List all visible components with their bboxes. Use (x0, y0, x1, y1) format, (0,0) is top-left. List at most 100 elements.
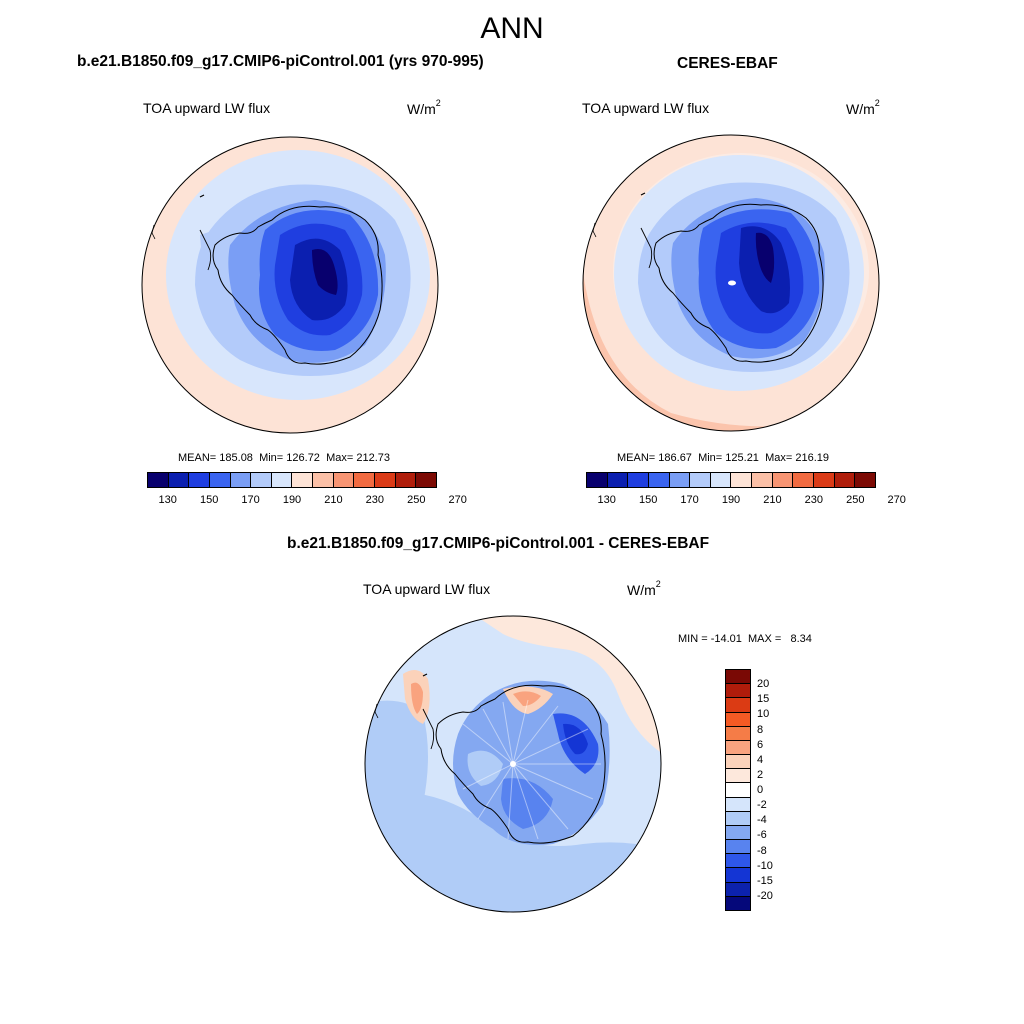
colorbar-tick-label: 250 (407, 494, 426, 506)
panel-2-stats: MEAN= 186.67 Min= 125.21 Max= 216.19 (617, 452, 829, 464)
panel-2-units: W/m2 (846, 98, 880, 117)
colorbar-tick-label: 20 (757, 678, 770, 691)
colorbar-swatch (726, 824, 750, 840)
colorbar-tick-label: 210 (324, 494, 343, 506)
colorbar-swatch (587, 473, 607, 487)
panel-1-stats: MEAN= 185.08 Min= 126.72 Max= 212.73 (178, 452, 390, 464)
colorbar-tick-label: 190 (282, 494, 302, 506)
colorbar-swatch (415, 473, 436, 487)
colorbar-swatch (726, 867, 750, 882)
panel-1-units: W/m2 (407, 98, 441, 117)
colorbar-swatch (148, 473, 168, 487)
colorbar-tick-label: -10 (757, 859, 773, 872)
colorbar-tick-label: -2 (757, 799, 767, 812)
colorbar-swatch (726, 697, 750, 712)
colorbar-swatch (726, 739, 750, 755)
colorbar-tick-label: -4 (757, 814, 767, 827)
diff-colorbar (725, 669, 751, 911)
colorbar-swatch (792, 473, 814, 487)
panel-2-case-title: CERES-EBAF (677, 55, 778, 72)
colorbar-tick-label: 270 (887, 494, 906, 506)
panel-1-min-label: Min= (259, 452, 284, 464)
colorbar-tick-label: 2 (757, 768, 764, 781)
colorbar-tick-label: 130 (158, 494, 177, 506)
colorbar-swatch (726, 853, 750, 868)
colorbar-tick-label: -8 (757, 844, 767, 857)
colorbar-swatch (726, 683, 750, 698)
colorbar-tick-label: 150 (199, 494, 219, 506)
colorbar-swatch (726, 839, 750, 854)
colorbar-tick-label: 250 (846, 494, 865, 506)
panel-1-mean: 185.08 (219, 452, 253, 464)
colorbar-swatch (394, 473, 416, 487)
panel-2-max-label: Max= (765, 452, 793, 464)
panel-2-max: 216.19 (795, 452, 829, 464)
panel-2-variable-label: TOA upward LW flux (582, 100, 710, 116)
colorbar-tick-label: -6 (757, 829, 767, 842)
colorbar-tick-label: 4 (757, 753, 764, 766)
colorbar-tick-label: -20 (757, 889, 773, 902)
colorbar-swatch (188, 473, 209, 487)
colorbar-swatch (726, 810, 750, 825)
colorbar-swatch (726, 782, 750, 797)
colorbar-tick-label: 190 (721, 494, 741, 506)
colorbar-swatch (771, 473, 793, 487)
colorbar-tick-label: 230 (804, 494, 824, 506)
panel-2-mean-label: MEAN= (617, 452, 656, 464)
colorbar-tick-label: 10 (757, 708, 770, 721)
diff-colorbar-ticks: 20 15 10 8 6 4 2 0 -2 -4 -6 -8 -10 -15 -20 (757, 669, 797, 911)
colorbar-swatch (726, 895, 750, 910)
diff-panel-units: W/m2 (627, 579, 661, 598)
panel-1-colorbar-ticks: 130 150 170 190 210 230 250 270 (147, 494, 467, 508)
colorbar-swatch (689, 473, 710, 487)
colorbar-tick-label: 15 (757, 693, 770, 706)
colorbar-tick-label: 6 (757, 738, 764, 751)
colorbar-swatch (709, 473, 731, 487)
colorbar-swatch (353, 473, 375, 487)
colorbar-tick-label: 150 (638, 494, 658, 506)
colorbar-swatch (813, 473, 834, 487)
panel-1-min: 126.72 (286, 452, 320, 464)
colorbar-swatch (854, 473, 875, 487)
colorbar-swatch (332, 473, 354, 487)
diff-panel-title: b.e21.B1850.f09_g17.CMIP6-piControl.001 … (287, 535, 710, 552)
colorbar-swatch (726, 725, 750, 740)
panel-1-mean-label: MEAN= (178, 452, 217, 464)
colorbar-tick-label: 8 (757, 723, 764, 736)
colorbar-swatch (726, 754, 750, 769)
colorbar-swatch (606, 473, 628, 487)
panel-1-max: 212.73 (356, 452, 390, 464)
colorbar-swatch (312, 473, 333, 487)
colorbar-tick-label: 170 (241, 494, 260, 506)
colorbar-swatch (647, 473, 669, 487)
panel-1-max-label: Max= (326, 452, 354, 464)
colorbar-swatch (726, 711, 750, 726)
colorbar-tick-label: 170 (680, 494, 699, 506)
colorbar-tick-label: 0 (757, 784, 764, 796)
colorbar-tick-label: 230 (365, 494, 385, 506)
panel-1-case-title: b.e21.B1850.f09_g17.CMIP6-piControl.001 … (77, 53, 484, 70)
colorbar-swatch (374, 473, 395, 487)
colorbar-swatch (208, 473, 230, 487)
panel-1-colorbar (147, 472, 437, 488)
colorbar-swatch (627, 473, 648, 487)
colorbar-swatch (833, 473, 855, 487)
panel-1-variable-label: TOA upward LW flux (143, 100, 271, 116)
colorbar-swatch (726, 670, 750, 684)
colorbar-swatch (291, 473, 313, 487)
colorbar-swatch (751, 473, 772, 487)
figure-title: ANN (480, 12, 544, 45)
colorbar-swatch (270, 473, 292, 487)
colorbar-tick-label: 130 (597, 494, 616, 506)
colorbar-swatch (726, 768, 750, 783)
colorbar-swatch (229, 473, 251, 487)
colorbar-tick-label: 270 (448, 494, 467, 506)
colorbar-swatch (668, 473, 690, 487)
diff-panel-variable-label: TOA upward LW flux (363, 581, 491, 597)
colorbar-swatch (167, 473, 189, 487)
panel-2-polar-map (582, 134, 880, 432)
panel-2-colorbar-ticks: 130 150 170 190 210 230 250 270 (586, 494, 906, 508)
colorbar-swatch (726, 881, 750, 896)
panel-2-min-label: Min= (698, 452, 723, 464)
colorbar-tick-label: -15 (757, 874, 773, 887)
